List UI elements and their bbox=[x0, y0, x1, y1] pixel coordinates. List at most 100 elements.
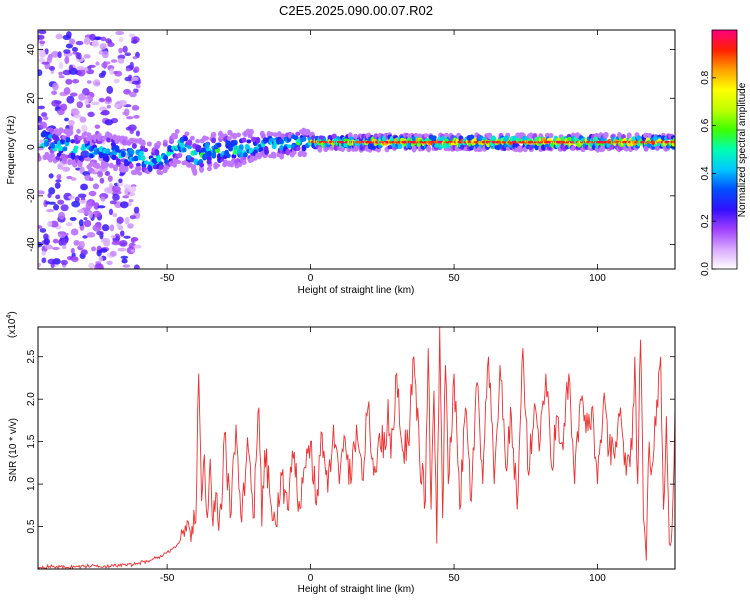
chart-title: C2E5.2025.090.00.07.R02 bbox=[279, 3, 433, 18]
spectrogram-cell bbox=[231, 132, 237, 139]
spectrogram-cell bbox=[140, 154, 146, 161]
spectrogram-cell bbox=[95, 36, 102, 41]
spectrogram-cell bbox=[99, 43, 107, 50]
spectrogram-cell bbox=[98, 50, 103, 55]
spectrogram-cell bbox=[46, 208, 55, 213]
spectrogram-cell bbox=[91, 101, 100, 106]
spectrogram-cell bbox=[127, 201, 132, 207]
spectrogram-cell bbox=[64, 56, 70, 65]
spectrogram-cell bbox=[272, 132, 278, 138]
spectrogram-cell bbox=[87, 111, 95, 118]
spectrogram-cell bbox=[47, 220, 53, 227]
spectrogram-cell bbox=[270, 151, 276, 157]
spectrogram-cell bbox=[38, 262, 42, 268]
spectrogram-cell bbox=[118, 47, 123, 54]
spectrogram-cell bbox=[56, 152, 62, 157]
spectrogram-cell bbox=[131, 142, 137, 149]
spectrogram-cell bbox=[76, 66, 85, 71]
spectrogram-cell bbox=[136, 166, 142, 172]
spectrogram-cell bbox=[51, 90, 58, 96]
spectrogram-cell bbox=[317, 146, 323, 153]
spectrogram-cell bbox=[66, 175, 73, 180]
spectrogram-cell bbox=[83, 217, 88, 221]
spectrogram-cell bbox=[108, 183, 113, 191]
x-tick-label: 0 bbox=[308, 573, 314, 584]
spectrogram-cell bbox=[431, 135, 437, 140]
spectrogram-cell bbox=[117, 57, 125, 64]
spectrogram-cell bbox=[71, 200, 81, 208]
y-tick-label: 2.0 bbox=[26, 392, 37, 406]
spectrogram-cell bbox=[143, 147, 149, 153]
spectrogram-cell bbox=[131, 105, 140, 111]
spectrogram-cell bbox=[129, 61, 134, 70]
y-tick-label: 2.5 bbox=[26, 349, 37, 363]
snr-y-scale-note: (x104) bbox=[6, 311, 18, 338]
spectrogram-cell bbox=[264, 148, 270, 155]
spectrogram-cell bbox=[68, 195, 75, 200]
spectrogram-cell bbox=[54, 182, 61, 189]
spectrogram-cell bbox=[76, 68, 86, 77]
spectrogram-cell bbox=[77, 160, 83, 168]
spectrogram-cell bbox=[319, 135, 325, 140]
spectrogram-cell bbox=[38, 57, 46, 63]
spectrogram-cell bbox=[53, 204, 60, 211]
spectrogram-cell bbox=[80, 249, 88, 256]
spectrogram-cell bbox=[626, 132, 632, 139]
spectrogram-cell bbox=[39, 40, 46, 45]
y-tick-label: 40 bbox=[26, 44, 37, 56]
spectrogram-cell bbox=[41, 250, 46, 256]
spectrogram-cell bbox=[133, 155, 139, 162]
spectrogram-cell bbox=[184, 131, 190, 137]
spectrogram-cell bbox=[123, 166, 129, 173]
spectrogram-cell bbox=[115, 158, 121, 165]
colorbar-tick-label: 0.2 bbox=[700, 214, 711, 228]
spectrogram-cell bbox=[162, 142, 168, 147]
spectrogram-cell bbox=[46, 56, 52, 64]
spectrogram-cell bbox=[617, 131, 623, 138]
spectrogram-cell bbox=[100, 111, 108, 116]
spectrogram-cell bbox=[108, 208, 114, 216]
spectrogram-cell bbox=[156, 140, 162, 147]
spectrogram-cell bbox=[124, 52, 132, 57]
spectrogram-cell bbox=[111, 185, 121, 193]
spectrogram-cell bbox=[38, 30, 47, 35]
spectrogram-cell bbox=[130, 237, 136, 244]
spectrogram-cell bbox=[95, 61, 100, 66]
spectrogram-cell bbox=[43, 116, 49, 121]
spectrogram-cell bbox=[97, 205, 106, 209]
spectrogram-cell bbox=[50, 142, 56, 149]
spectrogram-cell bbox=[135, 162, 141, 167]
spectrogram-cell bbox=[643, 145, 649, 152]
spectrogram-cell bbox=[279, 153, 285, 160]
spectrogram-cell bbox=[88, 210, 94, 219]
spectrogram-cell bbox=[104, 161, 110, 168]
spectrogram-cell bbox=[112, 193, 120, 201]
colorbar-gradient bbox=[711, 29, 738, 270]
spectrogram-cell bbox=[490, 135, 496, 142]
spectrogram-cell bbox=[608, 144, 614, 150]
spectrogram-cell bbox=[50, 51, 60, 58]
spectrogram-cell bbox=[110, 235, 116, 239]
spectrogram-cell bbox=[67, 158, 73, 166]
spectrogram-cell bbox=[198, 166, 204, 171]
spectrogram-cell bbox=[124, 216, 130, 225]
spectrogram-cell bbox=[118, 178, 123, 183]
spectrogram-cell bbox=[48, 65, 55, 71]
y-tick-label: 1.5 bbox=[26, 434, 37, 448]
spectrogram-cell bbox=[248, 128, 254, 135]
spectrogram-cell bbox=[48, 134, 54, 139]
spectrogram-cell bbox=[133, 66, 140, 73]
svg-text:(x104): (x104) bbox=[6, 311, 18, 338]
spectrogram-cell bbox=[216, 142, 222, 148]
spectrogram-cell bbox=[672, 140, 675, 144]
spectrogram-cell bbox=[83, 54, 91, 59]
spectrogram-cell bbox=[69, 38, 76, 45]
spectrogram-cell bbox=[76, 101, 84, 109]
spectrogram-cell bbox=[48, 128, 54, 133]
spectrogram-cell bbox=[99, 177, 105, 184]
spectrogram-cell bbox=[411, 145, 417, 153]
spectrogram-cell bbox=[211, 137, 217, 144]
spectrogram-cell bbox=[61, 244, 67, 250]
y-tick-label: 0.5 bbox=[26, 519, 37, 533]
spectrogram-cell bbox=[636, 135, 642, 141]
